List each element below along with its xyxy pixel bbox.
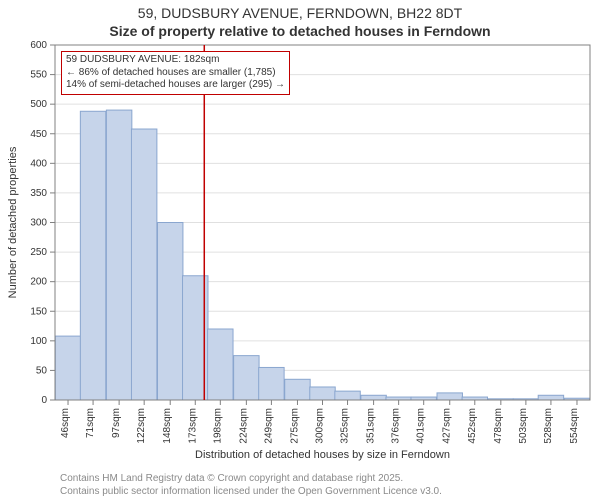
svg-text:325sqm: 325sqm [340,408,351,444]
svg-text:100: 100 [30,336,47,347]
svg-text:500: 500 [30,99,47,110]
svg-text:600: 600 [30,40,47,51]
svg-text:250: 250 [30,247,47,258]
footer-line-2: Contains public sector information licen… [60,486,442,499]
svg-text:503sqm: 503sqm [518,408,529,444]
svg-text:200: 200 [30,277,47,288]
annotation-line-3: 14% of semi-detached houses are larger (… [66,79,285,92]
svg-text:97sqm: 97sqm [111,408,122,438]
svg-text:275sqm: 275sqm [289,408,300,444]
svg-text:427sqm: 427sqm [442,408,453,444]
svg-text:351sqm: 351sqm [366,408,377,444]
footer-attribution: Contains HM Land Registry data © Crown c… [60,473,442,498]
footer-line-1: Contains HM Land Registry data © Crown c… [60,473,442,486]
x-axis-label: Distribution of detached houses by size … [195,449,450,461]
svg-text:46sqm: 46sqm [60,408,71,438]
x-ticks: 46sqm 71sqm 97sqm 122sqm 148sqm 173sqm 198sqm 2… [60,400,580,444]
annotation-line-2: ← 86% of detached houses are smaller (1,… [66,67,285,80]
svg-text:350: 350 [30,188,47,199]
svg-text:401sqm: 401sqm [416,408,427,444]
svg-text:554sqm: 554sqm [569,408,580,444]
histogram-bars [55,110,589,400]
y-ticks: 0 50 100 150 200 250 300 350 400 450 500 550 600 [30,40,55,406]
svg-text:450: 450 [30,129,47,140]
svg-text:528sqm: 528sqm [543,408,554,444]
svg-text:122sqm: 122sqm [136,408,147,444]
svg-text:400: 400 [30,158,47,169]
svg-text:50: 50 [36,365,48,376]
svg-text:148sqm: 148sqm [162,408,173,444]
svg-text:300: 300 [30,218,47,229]
y-axis-label: Number of detached properties [7,146,19,298]
svg-text:150: 150 [30,306,47,317]
svg-text:198sqm: 198sqm [212,408,223,444]
annotation-line-1: 59 DUDSBURY AVENUE: 182sqm [66,54,285,67]
svg-text:173sqm: 173sqm [187,408,198,444]
svg-text:249sqm: 249sqm [263,408,274,444]
svg-text:452sqm: 452sqm [467,408,478,444]
svg-text:478sqm: 478sqm [493,408,504,444]
annotation-callout: 59 DUDSBURY AVENUE: 182sqm ← 86% of deta… [61,51,290,95]
svg-text:376sqm: 376sqm [391,408,402,444]
svg-text:550: 550 [30,70,47,81]
property-size-chart: 59, DUDSBURY AVENUE, FERNDOWN, BH22 8DT … [0,0,600,500]
svg-text:71sqm: 71sqm [85,408,96,438]
svg-text:224sqm: 224sqm [238,408,249,444]
svg-text:0: 0 [41,395,47,406]
svg-text:300sqm: 300sqm [315,408,326,444]
